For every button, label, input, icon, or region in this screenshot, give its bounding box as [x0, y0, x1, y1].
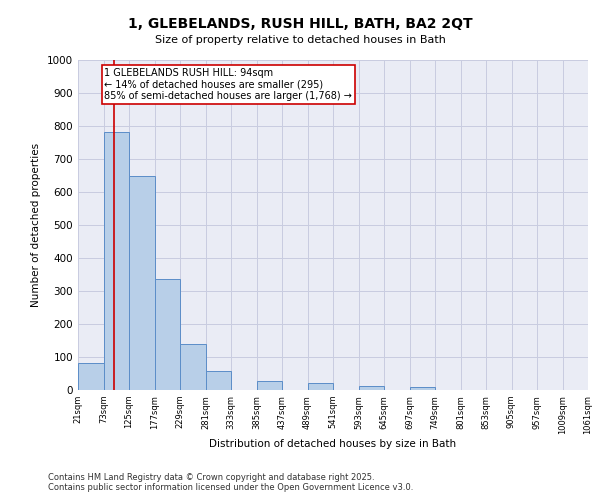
Bar [180, 344, 205, 390]
Text: Contains HM Land Registry data © Crown copyright and database right 2025.
Contai: Contains HM Land Registry data © Crown c… [48, 473, 413, 492]
Bar [308, 384, 333, 390]
X-axis label: Distribution of detached houses by size in Bath: Distribution of detached houses by size … [209, 440, 457, 450]
Bar [359, 386, 384, 390]
Bar [78, 363, 104, 390]
Bar [205, 371, 231, 390]
Bar [104, 132, 129, 390]
Y-axis label: Number of detached properties: Number of detached properties [31, 143, 41, 307]
Bar [129, 176, 155, 390]
Text: 1, GLEBELANDS, RUSH HILL, BATH, BA2 2QT: 1, GLEBELANDS, RUSH HILL, BATH, BA2 2QT [128, 18, 472, 32]
Text: 1 GLEBELANDS RUSH HILL: 94sqm
← 14% of detached houses are smaller (295)
85% of : 1 GLEBELANDS RUSH HILL: 94sqm ← 14% of d… [104, 68, 352, 102]
Bar [410, 388, 435, 390]
Text: Size of property relative to detached houses in Bath: Size of property relative to detached ho… [155, 35, 445, 45]
Bar [155, 280, 180, 390]
Bar [257, 381, 282, 390]
